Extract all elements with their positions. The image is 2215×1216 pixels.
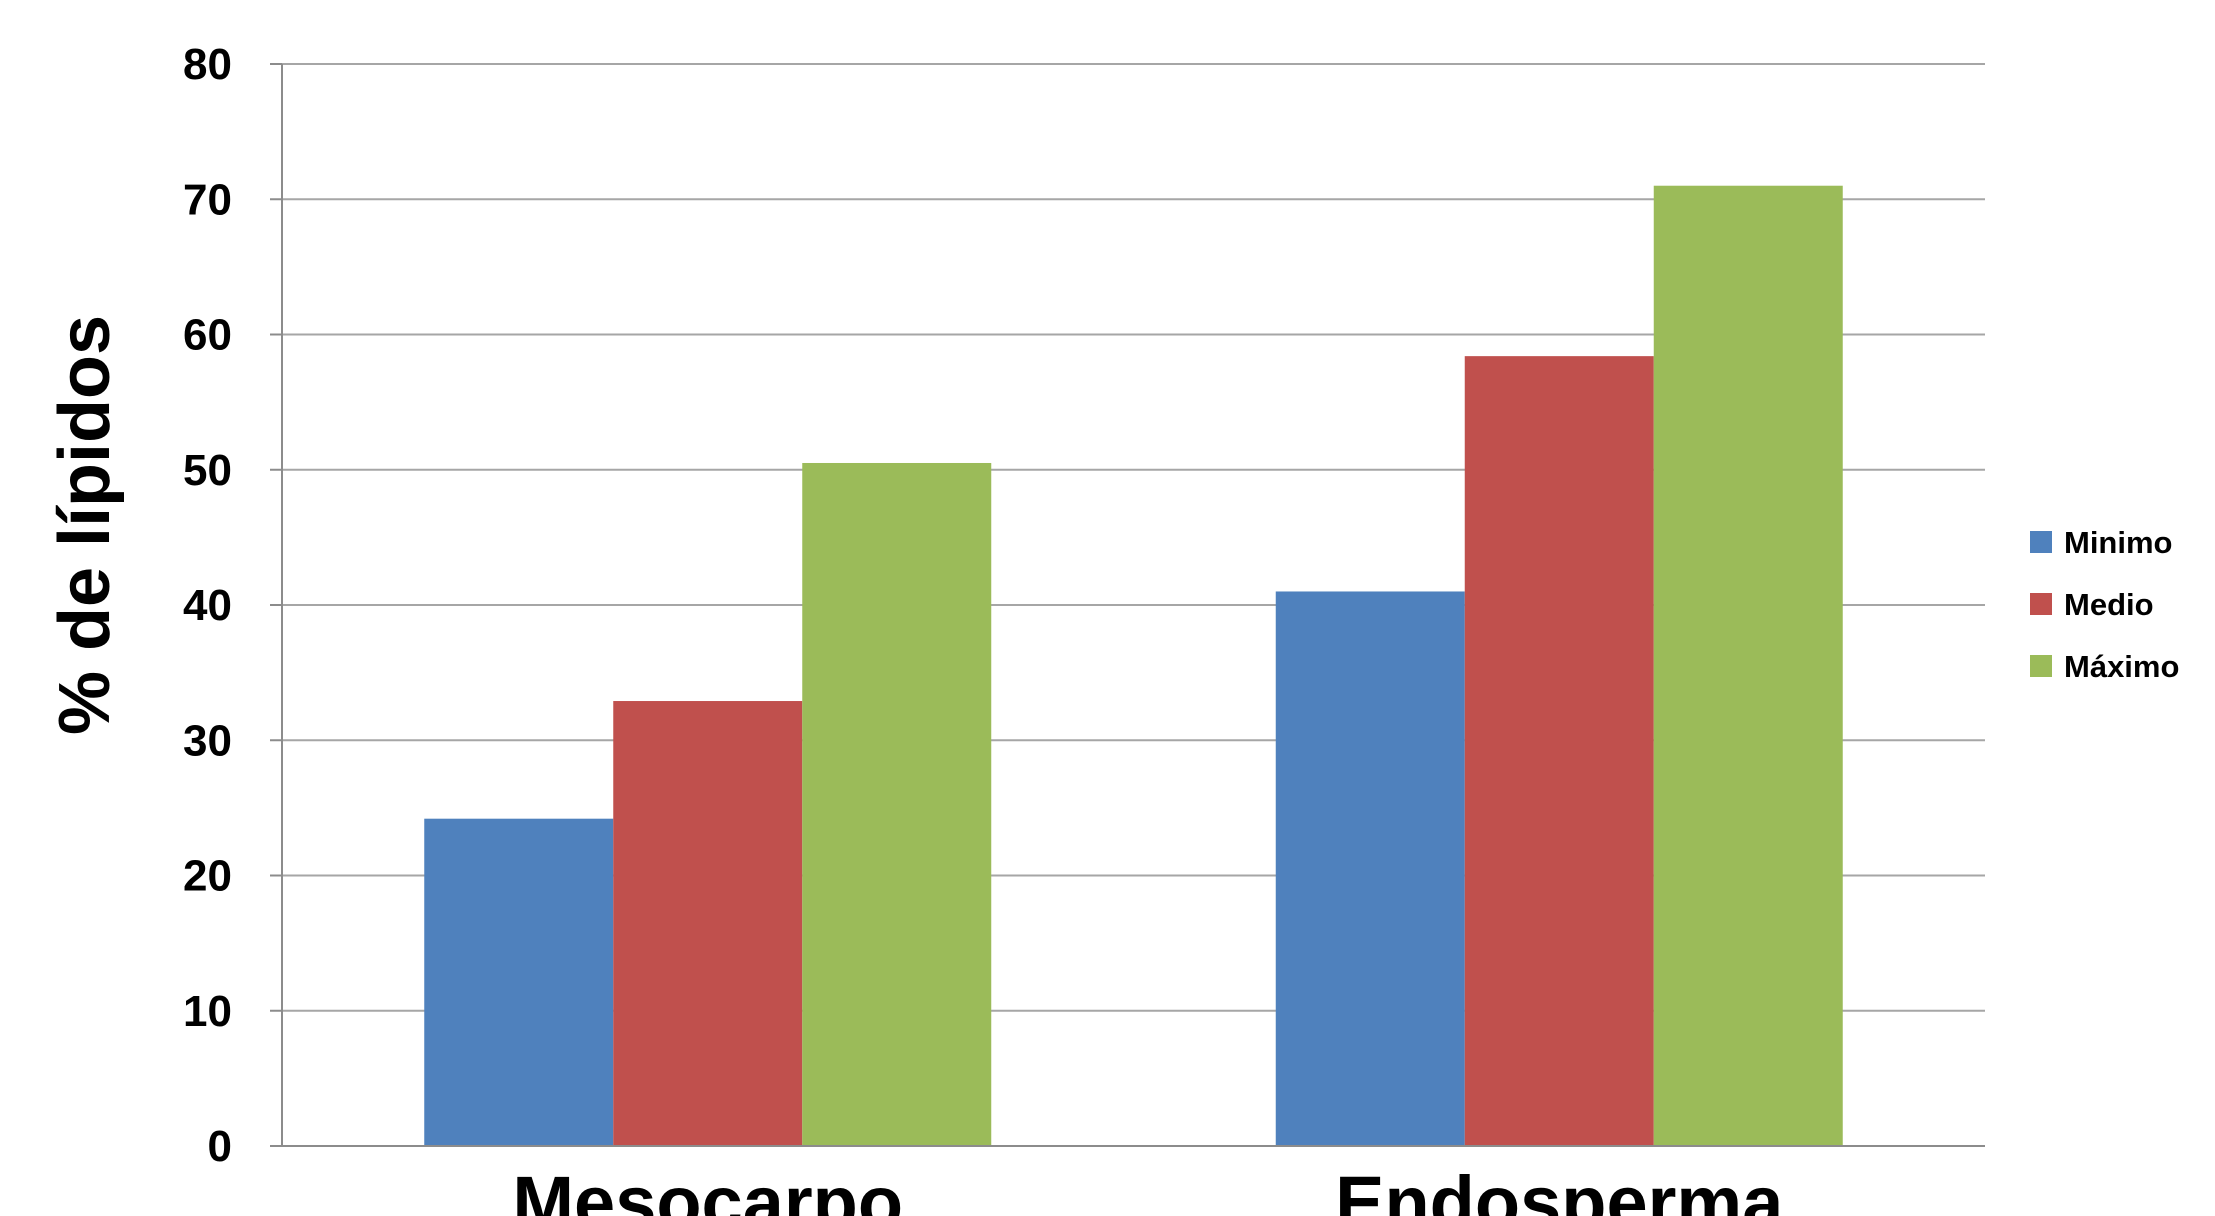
y-tick-label-20: 20 [183,852,232,901]
y-tick-label-0: 0 [208,1122,232,1171]
bar-endosperma-medio [1464,356,1654,1146]
y-tick-label-30: 30 [183,716,232,765]
y-tick-labels: 0 10 20 30 40 50 60 70 80 [183,40,282,1171]
legend-label-máximo: Máximo [2064,649,2179,684]
y-tick-label-60: 60 [183,311,232,360]
legend: Minimo Medio Máximo [2030,525,2179,684]
legend-label-minimo: Minimo [2064,525,2173,560]
legend-swatch-minimo [2030,531,2052,553]
y-tick-label-10: 10 [183,987,232,1036]
y-tick-label-40: 40 [183,581,232,630]
y-tick-label-80: 80 [183,40,232,89]
category-labels: Mesocarpo Endosperma [512,1161,1784,1216]
bar-endosperma-máximo [1653,185,1843,1147]
x-category-label-mesocarpo: Mesocarpo [512,1161,903,1216]
y-axis-title: % de lípidos [45,315,125,735]
y-tick-label-50: 50 [183,446,232,495]
bar-endosperma-minimo [1275,591,1465,1146]
legend-swatch-medio [2030,593,2052,615]
legend-swatch-máximo [2030,655,2052,677]
x-category-label-endosperma: Endosperma [1335,1161,1784,1216]
legend-label-medio: Medio [2064,587,2154,622]
bars [424,185,1843,1147]
y-tick-label-70: 70 [183,175,232,224]
bar-mesocarpo-minimo [424,818,614,1146]
bar-mesocarpo-máximo [802,462,992,1146]
bar-mesocarpo-medio [613,701,803,1146]
